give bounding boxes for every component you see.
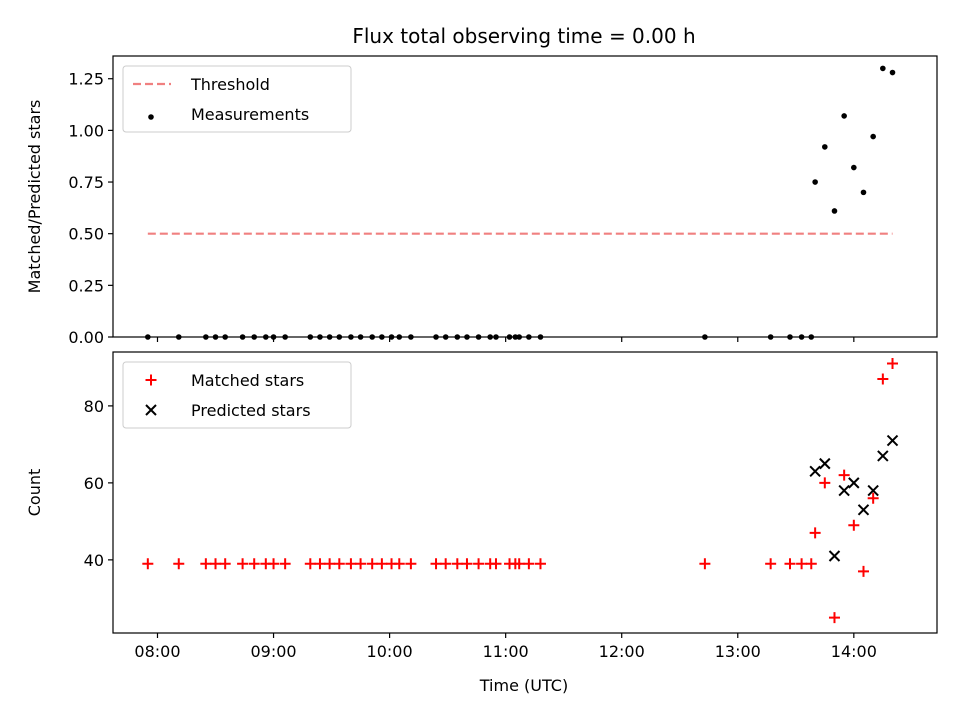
y-tick-label: 60 <box>84 474 104 493</box>
axes-frame <box>112 351 938 634</box>
data-point <box>870 133 876 140</box>
y-tick-label: 0.00 <box>68 328 104 347</box>
data-point <box>887 358 899 370</box>
legend-label: Predicted stars <box>191 401 311 420</box>
legend-plus-swatch <box>145 374 157 386</box>
legend-dot-swatch <box>148 114 154 120</box>
data-point <box>237 558 249 570</box>
data-point <box>857 565 869 577</box>
data-point <box>828 612 840 624</box>
data-point <box>173 558 185 570</box>
data-point <box>376 558 388 570</box>
data-point <box>699 558 711 570</box>
data-point <box>430 558 442 570</box>
data-point <box>513 558 525 570</box>
data-point <box>534 558 546 570</box>
y-tick-label: 0.75 <box>68 173 104 192</box>
legend: Threshold Measurements <box>122 65 352 133</box>
legend-box <box>122 65 352 133</box>
data-point <box>831 208 838 214</box>
data-point <box>886 434 899 447</box>
y-tick-label: 0.50 <box>68 225 104 244</box>
data-point <box>473 558 485 570</box>
y-tick-label: 40 <box>84 551 104 570</box>
x-tick-label: 10:00 <box>367 642 413 661</box>
data-point <box>838 484 850 497</box>
data-point <box>822 144 828 150</box>
bottom-panel: 08:00 09:00 10:00 11:00 12:00 13:00 14:00 40 60 8… <box>25 351 938 661</box>
data-point <box>877 450 889 462</box>
data-point <box>314 558 326 570</box>
y-tick-label: 80 <box>84 397 104 416</box>
x-tick-label: 14:00 <box>831 642 877 661</box>
legend: Matched stars Predicted stars <box>122 361 352 429</box>
data-point <box>366 558 378 570</box>
data-point <box>333 558 345 570</box>
data-point <box>809 465 821 478</box>
data-point <box>490 558 502 570</box>
data-point <box>219 558 231 570</box>
axes-frame <box>112 55 938 338</box>
data-point <box>877 373 889 385</box>
data-point <box>200 558 212 570</box>
legend-x-swatch <box>145 404 157 416</box>
data-point <box>828 550 841 562</box>
x-tick-label: 11:00 <box>483 642 529 661</box>
x-tick-label: 12:00 <box>599 642 645 661</box>
series-matched-stars <box>142 358 899 624</box>
data-point <box>857 504 870 516</box>
data-point <box>880 65 886 72</box>
data-point <box>248 558 260 570</box>
data-point <box>848 477 860 489</box>
x-tick-label: 08:00 <box>134 642 180 661</box>
data-point <box>848 519 860 531</box>
y-axis-label: Matched/Predicted stars <box>25 100 44 294</box>
legend-label: Measurements <box>191 105 309 124</box>
data-point <box>523 558 535 570</box>
x-tick-label: 13:00 <box>715 642 761 661</box>
chart-title: Flux total observing time = 0.00 h <box>352 24 695 48</box>
y-tick-label: 0.25 <box>68 276 104 295</box>
data-point <box>765 558 777 570</box>
data-point <box>796 558 808 570</box>
data-point <box>867 492 879 504</box>
legend-label: Threshold <box>190 75 270 94</box>
data-point <box>867 484 879 497</box>
data-point <box>268 558 280 570</box>
data-point <box>279 558 291 570</box>
data-point <box>324 558 336 570</box>
legend-box <box>122 361 352 429</box>
data-point <box>210 558 222 570</box>
data-point <box>393 558 405 570</box>
data-point <box>812 179 818 185</box>
data-point <box>451 558 463 570</box>
data-point <box>461 558 473 570</box>
data-point <box>838 469 850 481</box>
data-point <box>851 164 857 171</box>
data-point <box>841 113 847 119</box>
x-axis-label: Time (UTC) <box>479 676 568 695</box>
data-point <box>819 477 831 489</box>
data-point <box>405 558 417 570</box>
data-point <box>784 558 796 570</box>
data-point <box>440 558 452 570</box>
y-tick-label: 1.25 <box>68 70 104 89</box>
legend-label: Matched stars <box>191 371 304 390</box>
data-point <box>345 558 357 570</box>
data-point <box>889 69 896 76</box>
y-tick-label: 1.00 <box>68 121 104 140</box>
data-point <box>355 558 367 570</box>
top-panel: 0.00 0.25 0.50 0.75 1.00 1.25 Matched/Predicte… <box>25 55 938 347</box>
data-point <box>860 189 867 196</box>
y-axis-label: Count <box>25 469 44 517</box>
data-point <box>819 457 831 470</box>
data-point <box>304 558 316 570</box>
x-tick-label: 09:00 <box>250 642 296 661</box>
data-point <box>805 558 817 570</box>
series-predicted-stars <box>809 434 899 562</box>
data-point <box>809 527 821 539</box>
data-point <box>142 558 154 570</box>
